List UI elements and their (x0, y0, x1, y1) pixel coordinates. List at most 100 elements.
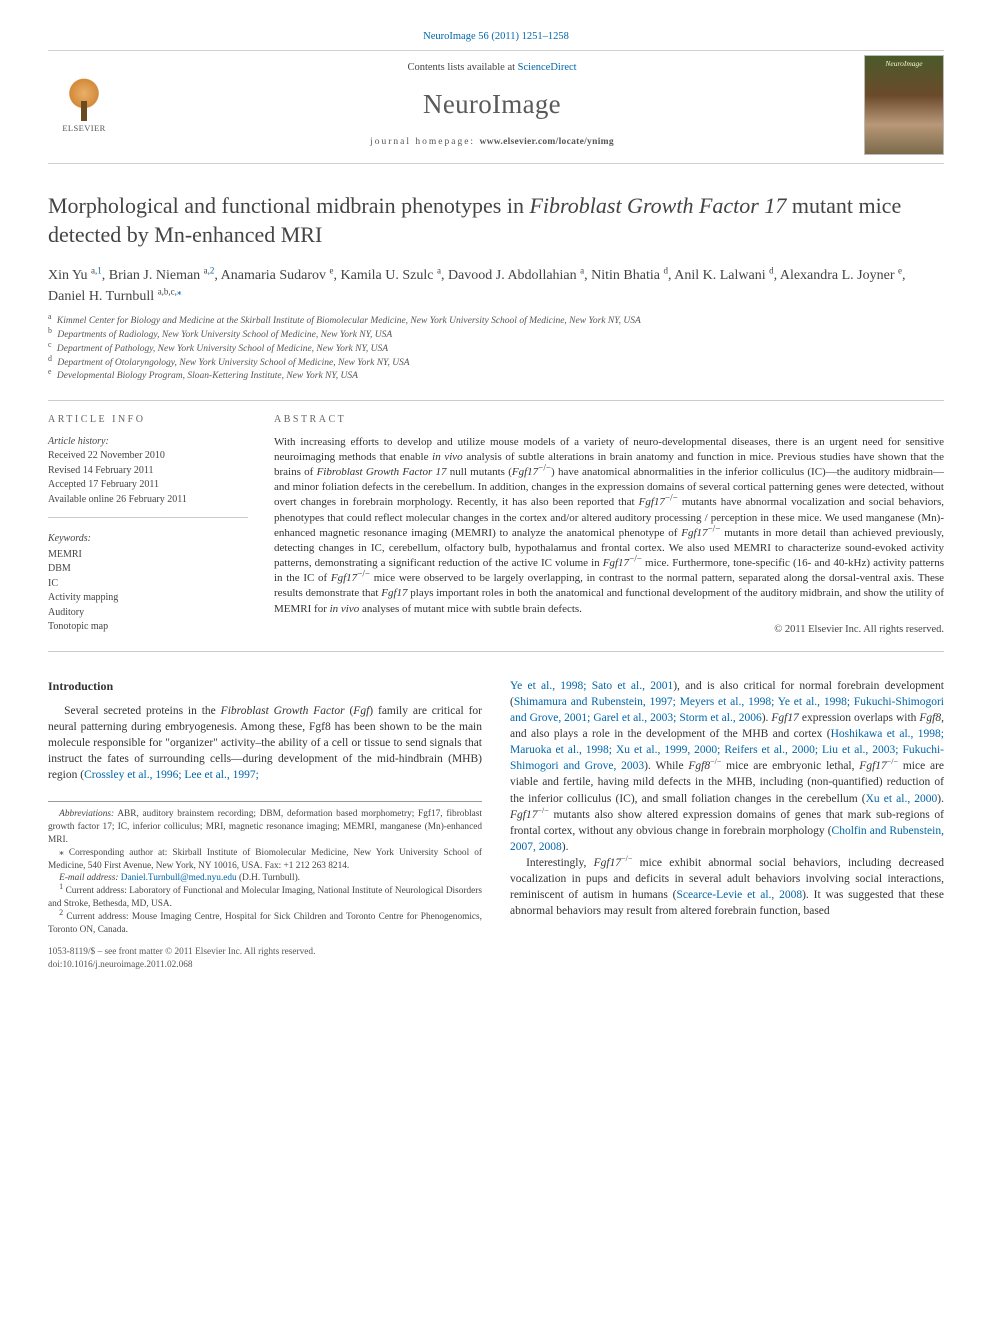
superscript: −/− (887, 758, 898, 767)
author-footnote-link[interactable]: ⁎ (177, 287, 182, 297)
affiliation: c Department of Pathology, New York Univ… (48, 343, 944, 357)
corresponding-email-link[interactable]: Daniel.Turnbull@med.nyu.edu (121, 873, 237, 883)
author: Alexandra L. Joyner e (780, 268, 902, 283)
italic-text: in vivo (432, 451, 463, 463)
superscript: −/− (537, 806, 548, 815)
footnotes-block: Abbreviations: ABR, auditory brainstem r… (48, 801, 482, 936)
keyword: DBM (48, 562, 248, 577)
italic-text: Fgf17 (639, 496, 665, 508)
italic-text: Fgf17 (510, 809, 537, 821)
contents-available-line: Contents lists available at ScienceDirec… (120, 61, 864, 75)
author: Kamila U. Szulc a (341, 268, 441, 283)
article-title: Morphological and functional midbrain ph… (48, 192, 944, 249)
sciencedirect-link[interactable]: ScienceDirect (518, 62, 577, 73)
history-line: Received 22 November 2010 (48, 449, 248, 464)
affiliation-key: d (48, 354, 52, 363)
publisher-logo: ELSEVIER (48, 66, 120, 144)
masthead-center: Contents lists available at ScienceDirec… (120, 61, 864, 148)
italic-text: Fgf8 (919, 712, 941, 724)
keyword: Auditory (48, 606, 248, 621)
affiliation-key: a (48, 312, 52, 321)
author: Xin Yu a,1 (48, 268, 102, 283)
citation-link[interactable]: Cholfin and Rubenstein, 2007, 2008 (510, 825, 944, 853)
italic-text: Fibroblast Growth Factor 17 (317, 466, 447, 478)
journal-homepage-line: journal homepage: www.elsevier.com/locat… (120, 136, 864, 149)
keyword: IC (48, 577, 248, 592)
author-footnote-link[interactable]: 2 (210, 266, 215, 276)
history-line: Available online 26 February 2011 (48, 493, 248, 508)
author-affil-marks: d (663, 266, 668, 276)
cover-title: NeuroImage (885, 59, 922, 69)
keywords-label: Keywords: (48, 532, 248, 546)
italic-text: Fgf8 (688, 760, 710, 772)
author-footnote-link[interactable]: 1 (97, 266, 102, 276)
intro-paragraph-3: Interestingly, Fgf17−/− mice exhibit abn… (510, 855, 944, 919)
superscript: −/− (710, 758, 721, 767)
italic-text: Fgf17 (681, 527, 707, 539)
author: Anil K. Lalwani d (674, 268, 773, 283)
abbrev-label: Abbreviations: (59, 809, 114, 819)
homepage-url: www.elsevier.com/locate/ynimg (479, 137, 613, 147)
intro-paragraph-2: Ye et al., 1998; Sato et al., 2001), and… (510, 678, 944, 855)
author-affil-marks: a (437, 266, 441, 276)
journal-masthead: ELSEVIER Contents lists available at Sci… (48, 50, 944, 164)
abstract-block: ABSTRACT With increasing efforts to deve… (274, 413, 944, 637)
footnote-2: 2 Current address: Mouse Imaging Centre,… (48, 911, 482, 937)
journal-reference: NeuroImage 56 (2011) 1251–1258 (48, 30, 944, 44)
article-body: Introduction Several secreted proteins i… (48, 678, 944, 973)
author-affil-marks: a,2 (204, 266, 215, 276)
author-affil-marks: a,1 (91, 266, 102, 276)
footnote-2-text: Current address: Mouse Imaging Centre, H… (48, 912, 482, 935)
keywords-list: MEMRIDBMICActivity mappingAuditoryTonoto… (48, 548, 248, 635)
affiliation-key: b (48, 326, 52, 335)
italic-text: Fgf17 (603, 557, 629, 569)
keyword: Activity mapping (48, 591, 248, 606)
italic-text: Fgf17 (594, 857, 621, 869)
italic-text: Fibroblast Growth Factor (221, 705, 345, 717)
keyword: MEMRI (48, 548, 248, 563)
italic-text: Fgf17 (512, 466, 538, 478)
affiliation-key: c (48, 340, 52, 349)
citation-link[interactable]: Crossley et al., 1996; Lee et al., 1997; (84, 769, 259, 781)
issn-doi-block: 1053-8119/$ – see front matter © 2011 El… (48, 946, 482, 972)
affiliation-key: e (48, 367, 52, 376)
journal-cover-thumbnail: NeuroImage (864, 55, 944, 155)
superscript: −/− (629, 553, 642, 563)
abstract-copyright: © 2011 Elsevier Inc. All rights reserved… (274, 623, 944, 637)
author: Brian J. Nieman a,2 (109, 268, 215, 283)
italic-text: Fgf (353, 705, 369, 717)
article-meta-row: ARTICLE INFO Article history: Received 2… (48, 400, 944, 652)
author-list: Xin Yu a,1, Brian J. Nieman a,2, Anamari… (48, 265, 944, 307)
italic-text: Fgf17 (771, 712, 798, 724)
journal-reference-link[interactable]: NeuroImage 56 (2011) 1251–1258 (423, 31, 569, 42)
introduction-heading: Introduction (48, 678, 482, 695)
citation-link[interactable]: Xu et al., 2000 (866, 793, 938, 805)
citation-link[interactable]: Ye et al., 1998; Sato et al., 2001 (510, 680, 673, 692)
doi-line: doi:10.1016/j.neuroimage.2011.02.068 (48, 959, 482, 972)
citation-link[interactable]: Shimamura and Rubenstein, 1997; Meyers e… (510, 696, 944, 724)
elsevier-tree-icon (61, 75, 107, 121)
author: Daniel H. Turnbull a,b,c,⁎ (48, 289, 181, 304)
author: Anamaria Sudarov e (221, 268, 334, 283)
email-footnote: E-mail address: Daniel.Turnbull@med.nyu.… (48, 872, 482, 885)
article-history: Article history: Received 22 November 20… (48, 435, 248, 519)
title-pre: Morphological and functional midbrain ph… (48, 193, 529, 218)
author-affil-marks: a (580, 266, 584, 276)
citation-link[interactable]: Scearce-Levie et al., 2008 (677, 889, 803, 901)
author-affil-marks: a,b,c,⁎ (158, 287, 182, 297)
author: Nitin Bhatia d (591, 268, 668, 283)
email-label: E-mail address: (59, 873, 118, 883)
abbrev-text: ABR, auditory brainstem recording; DBM, … (48, 809, 482, 845)
history-line: Accepted 17 February 2011 (48, 478, 248, 493)
affiliation: b Departments of Radiology, New York Uni… (48, 329, 944, 343)
affiliation: a Kimmel Center for Biology and Medicine… (48, 315, 944, 329)
superscript: −/− (665, 493, 678, 503)
affiliation-list: a Kimmel Center for Biology and Medicine… (48, 315, 944, 384)
corresponding-author-footnote: ⁎ Corresponding author at: Skirball Inst… (48, 847, 482, 873)
superscript: −/− (538, 462, 551, 472)
abstract-text: With increasing efforts to develop and u… (274, 435, 944, 617)
history-line: Revised 14 February 2011 (48, 464, 248, 479)
italic-text: Fgf17 (859, 760, 886, 772)
superscript: −/− (357, 569, 370, 579)
italic-text: in vivo (330, 603, 360, 615)
